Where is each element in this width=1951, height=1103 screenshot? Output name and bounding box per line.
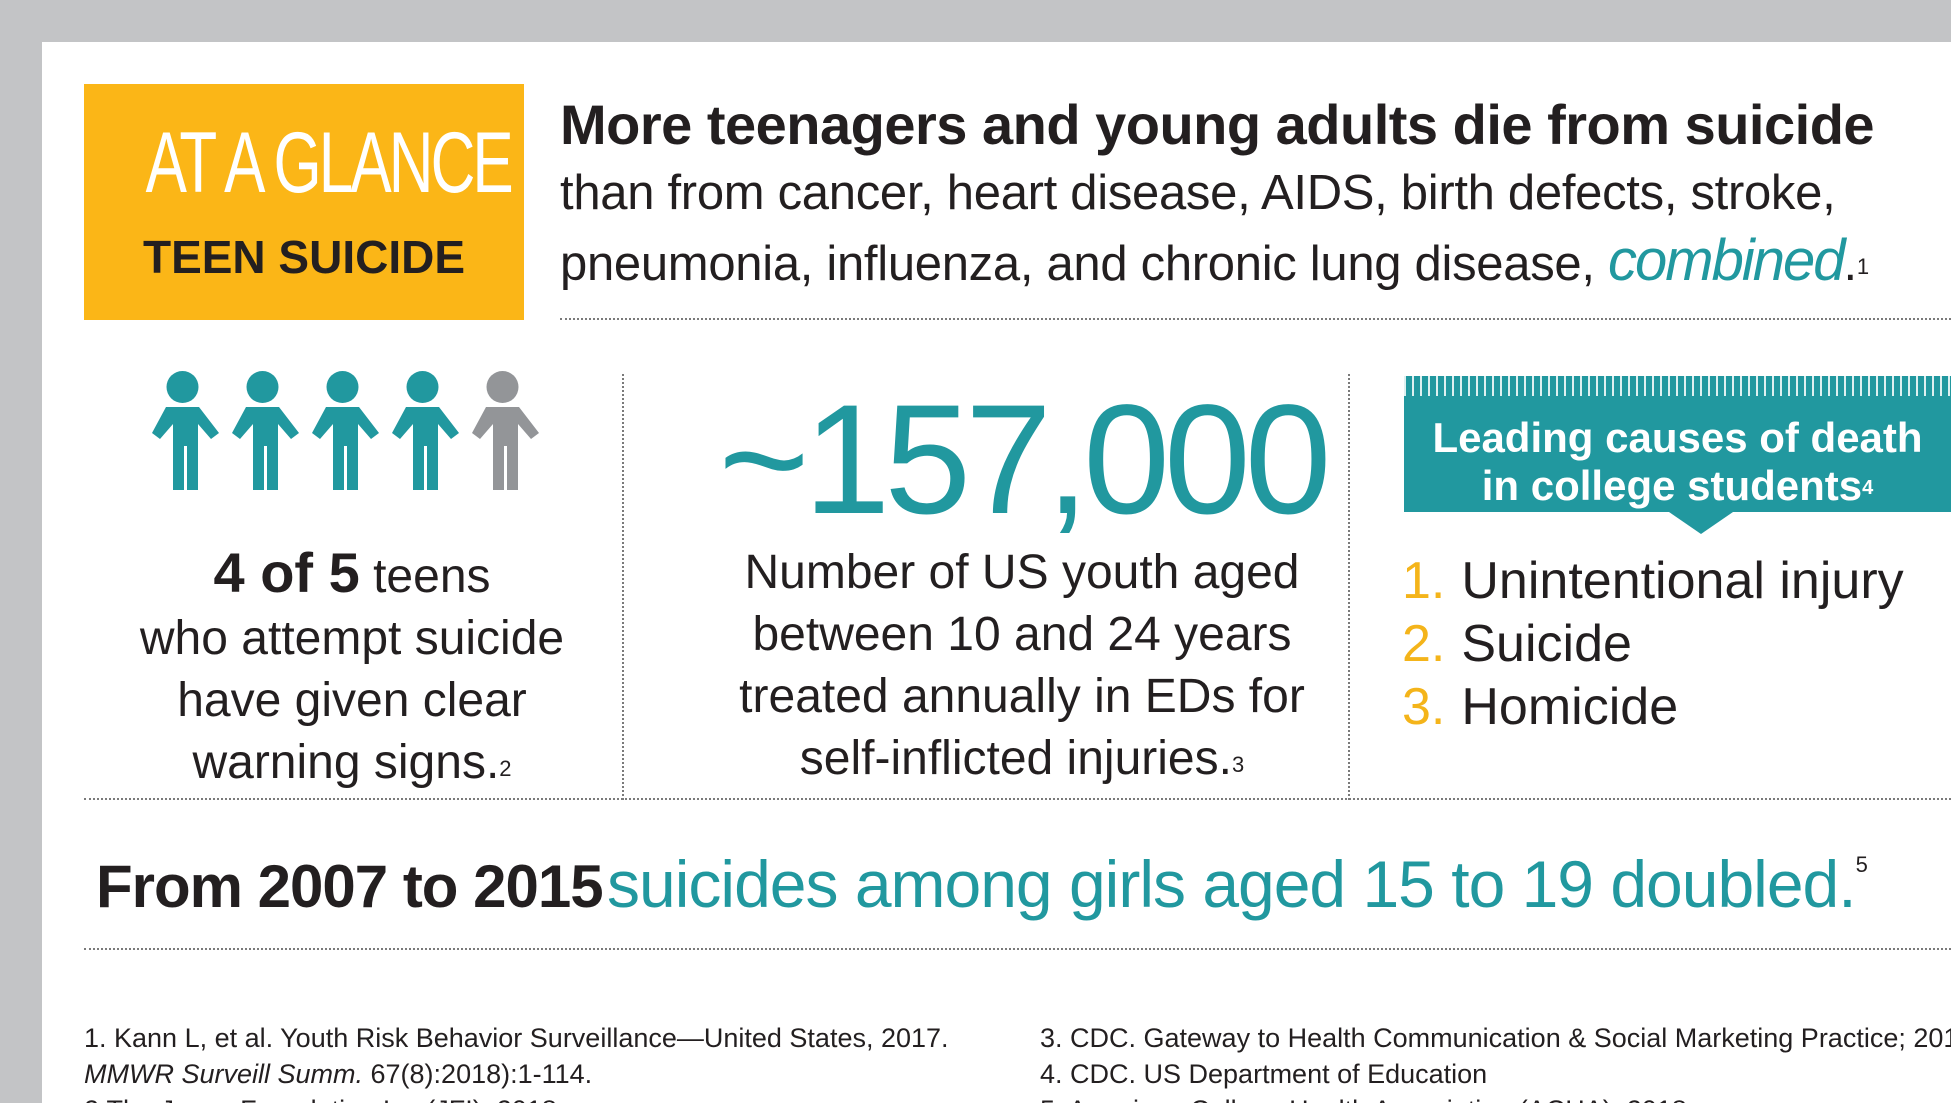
stat2-line4: self-inflicted injuries.3 bbox=[662, 728, 1382, 790]
causes-list: 1. Unintentional injury 2. Suicide 3. Homic… bbox=[1402, 550, 1904, 739]
causes-title-text2: in college students bbox=[1481, 462, 1863, 509]
footnote-ref-4: 4 bbox=[1862, 477, 1874, 499]
causes-title-line2: in college students4 bbox=[1404, 462, 1951, 510]
headline-period: . bbox=[1843, 237, 1857, 291]
badge-subtitle: TEEN SUICIDE bbox=[142, 231, 466, 283]
causes-title-line1: Leading causes of death bbox=[1432, 414, 1923, 461]
stat-big-number: ~157,000 bbox=[718, 373, 1331, 547]
causes-pointer bbox=[1669, 512, 1733, 534]
stat1-text1: teens bbox=[373, 550, 491, 603]
causes-header-box: Leading causes of death in college stude… bbox=[1404, 376, 1951, 512]
headline-emphasis: combined bbox=[1608, 228, 1845, 293]
stat1-line4: warning signs.2 bbox=[102, 732, 602, 794]
at-a-glance-badge: AT A GLANCE TEEN SUICIDE bbox=[84, 84, 524, 320]
cause-label: Unintentional injury bbox=[1461, 552, 1904, 610]
reference-3: 3. CDC. Gateway to Health Communication … bbox=[1040, 1023, 1951, 1053]
footnote-ref-1: 1 bbox=[1856, 254, 1869, 279]
footnote-ref-2: 2 bbox=[499, 756, 512, 781]
cause-number: 3. bbox=[1402, 678, 1446, 736]
headline-bold: More teenagers and young adults die from… bbox=[560, 93, 1875, 156]
headline: More teenagers and young adults die from… bbox=[560, 90, 1940, 298]
list-item: 3. Homicide bbox=[1402, 676, 1904, 739]
reference-1a: 1. Kann L, et al. Youth Risk Behavior Su… bbox=[84, 1023, 949, 1053]
stat1-line3: have given clear bbox=[177, 674, 527, 727]
stat2-line3: treated annually in EDs for bbox=[739, 670, 1305, 723]
stat2-line2: between 10 and 24 years bbox=[752, 608, 1292, 661]
infographic-panel: AT A GLANCE TEEN SUICIDE More teenagers … bbox=[42, 42, 1951, 1103]
ruler-decoration bbox=[1404, 376, 1951, 396]
cause-number: 2. bbox=[1402, 615, 1446, 673]
stat1-bold: 4 of 5 bbox=[213, 541, 360, 604]
headline-line3-text: pneumonia, influenza, and chronic lung d… bbox=[560, 237, 1595, 291]
list-item: 1. Unintentional injury bbox=[1402, 550, 1904, 613]
badge-title: AT A GLANCE bbox=[145, 115, 514, 211]
statement-bold: From 2007 to 2015 bbox=[96, 853, 604, 920]
headline-line2: than from cancer, heart disease, AIDS, b… bbox=[560, 166, 1836, 220]
person-icon bbox=[232, 371, 299, 490]
reference-5: 5. American College Health Association (… bbox=[1040, 1092, 1951, 1103]
stat1-text4: warning signs. bbox=[192, 736, 500, 789]
headline-line3: pneumonia, influenza, and chronic lung d… bbox=[560, 227, 1940, 298]
statement: From 2007 to 2015 suicides among girls a… bbox=[96, 846, 1951, 922]
person-icon bbox=[472, 371, 539, 490]
stat2-text4: self-inflicted injuries. bbox=[799, 732, 1232, 785]
statement-teal: suicides among girls aged 15 to 19 doubl… bbox=[607, 847, 1857, 921]
divider-middle bbox=[84, 798, 1951, 800]
divider-col1 bbox=[622, 374, 624, 800]
stat1-line1: 4 of 5 teens bbox=[102, 542, 602, 608]
references-left: 1. Kann L, et al. Youth Risk Behavior Su… bbox=[84, 1020, 949, 1103]
references-right: 3. CDC. Gateway to Health Communication … bbox=[1040, 1020, 1951, 1103]
reference-2: 2.The Jason Foundation Inc (JFI); 2018. bbox=[84, 1092, 949, 1103]
list-item: 2. Suicide bbox=[1402, 613, 1904, 676]
person-icon bbox=[392, 371, 459, 490]
footnote-ref-3: 3 bbox=[1231, 752, 1245, 777]
reference-4: 4. CDC. US Department of Education bbox=[1040, 1059, 1488, 1089]
footnote-ref-5: 5 bbox=[1855, 852, 1868, 877]
stat2-line1: Number of US youth aged bbox=[744, 546, 1300, 599]
stat-ed-visits: Number of US youth aged between 10 and 2… bbox=[662, 542, 1382, 790]
stat-warning-signs: 4 of 5 teens who attempt suicide have gi… bbox=[102, 542, 602, 794]
person-icon bbox=[152, 371, 219, 490]
cause-label: Homicide bbox=[1461, 678, 1679, 736]
causes-title: Leading causes of death in college stude… bbox=[1404, 414, 1951, 510]
person-icon bbox=[312, 371, 379, 490]
stat1-line2: who attempt suicide bbox=[139, 612, 565, 665]
reference-1b: MMWR Surveill Summ. 67(8):2018):1-114. bbox=[84, 1056, 949, 1092]
cause-label: Suicide bbox=[1461, 615, 1632, 673]
divider-top bbox=[560, 318, 1951, 320]
reference-1b-journal: MMWR Surveill Summ. bbox=[84, 1059, 364, 1089]
divider-bottom bbox=[84, 948, 1951, 950]
divider-col2 bbox=[1348, 374, 1350, 800]
cause-number: 1. bbox=[1402, 552, 1446, 610]
reference-1b-rest: 67(8):2018):1-114. bbox=[363, 1059, 593, 1089]
people-icons bbox=[144, 370, 544, 497]
